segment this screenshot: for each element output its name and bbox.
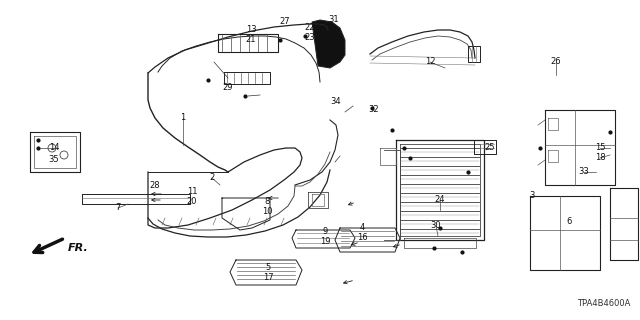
Text: 23: 23	[305, 34, 316, 43]
Text: 6: 6	[566, 218, 572, 227]
Text: 35: 35	[49, 156, 60, 164]
Text: FR.: FR.	[68, 243, 89, 253]
Text: 11: 11	[187, 188, 197, 196]
Text: 17: 17	[262, 274, 273, 283]
Text: 13: 13	[246, 26, 256, 35]
Text: TPA4B4600A: TPA4B4600A	[577, 299, 630, 308]
Text: 8: 8	[264, 197, 269, 206]
Text: 34: 34	[331, 98, 341, 107]
Text: 30: 30	[431, 221, 442, 230]
Text: 2: 2	[209, 173, 214, 182]
Text: 28: 28	[150, 180, 160, 189]
Text: 26: 26	[550, 58, 561, 67]
Text: 21: 21	[246, 36, 256, 44]
Text: 20: 20	[187, 197, 197, 206]
Text: 10: 10	[262, 207, 272, 217]
Text: 29: 29	[223, 84, 233, 92]
Text: 15: 15	[595, 143, 605, 153]
Text: 1: 1	[180, 114, 186, 123]
Text: 9: 9	[323, 228, 328, 236]
Text: 27: 27	[280, 18, 291, 27]
Text: 7: 7	[115, 204, 121, 212]
Text: 33: 33	[579, 167, 589, 177]
Polygon shape	[312, 20, 345, 68]
Text: 12: 12	[425, 58, 435, 67]
Text: 5: 5	[266, 263, 271, 273]
Text: 19: 19	[320, 237, 330, 246]
Text: 14: 14	[49, 143, 60, 153]
Text: 4: 4	[360, 223, 365, 233]
Text: 3: 3	[529, 191, 534, 201]
Text: 32: 32	[369, 106, 380, 115]
Text: 24: 24	[435, 196, 445, 204]
Text: 25: 25	[484, 143, 495, 153]
Text: 22: 22	[305, 23, 316, 33]
Text: 18: 18	[595, 154, 605, 163]
Text: 31: 31	[329, 15, 339, 25]
Text: 16: 16	[356, 234, 367, 243]
